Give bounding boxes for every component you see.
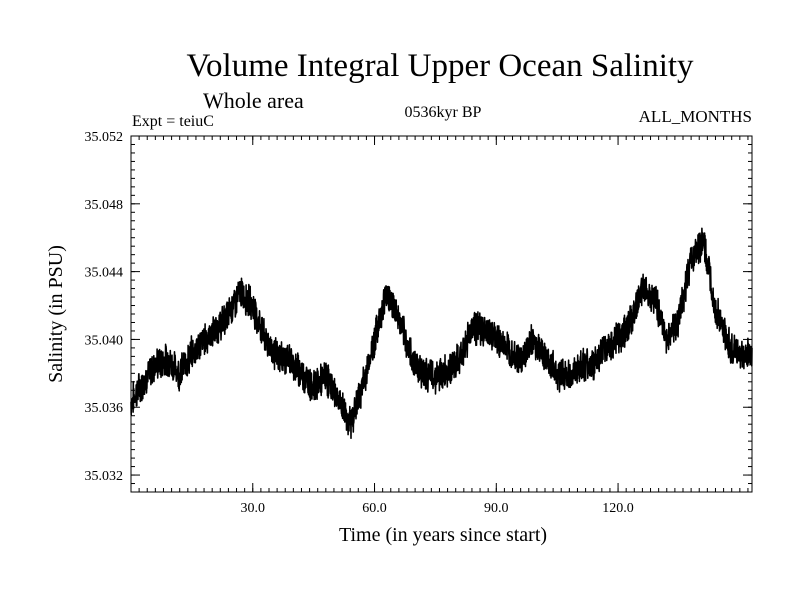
plot-frame — [130, 135, 753, 493]
y-tick-label: 35.040 — [85, 333, 124, 348]
x-axis-label: Time (in years since start) — [339, 524, 547, 546]
y-tick-label: 35.048 — [85, 198, 124, 213]
y-tick-label: 35.032 — [85, 469, 124, 484]
y-tick-label: 35.044 — [85, 266, 124, 281]
chart-title: Volume Integral Upper Ocean Salinity — [186, 48, 694, 84]
series-layer — [130, 227, 753, 440]
series-line-salinity — [130, 227, 753, 440]
experiment-label: Expt = teiuC — [132, 113, 214, 130]
tick-marks — [131, 135, 752, 492]
x-tick-label: 90.0 — [484, 501, 509, 516]
y-tick-label: 35.052 — [85, 130, 124, 145]
months-label: ALL_MONTHS — [638, 107, 752, 126]
tick-labels: 30.0 60.0 90.0 120.0 35.032 35.036 35.040 35.04… — [85, 130, 634, 516]
x-tick-label: 60.0 — [362, 501, 387, 516]
chart-subtitle: Whole area — [203, 88, 304, 113]
y-tick-label: 35.036 — [85, 401, 124, 416]
x-tick-label: 120.0 — [602, 501, 634, 516]
period-label: 0536kyr BP — [404, 104, 482, 121]
y-axis-label: Salinity (in PSU) — [45, 245, 67, 383]
x-tick-label: 30.0 — [241, 501, 266, 516]
